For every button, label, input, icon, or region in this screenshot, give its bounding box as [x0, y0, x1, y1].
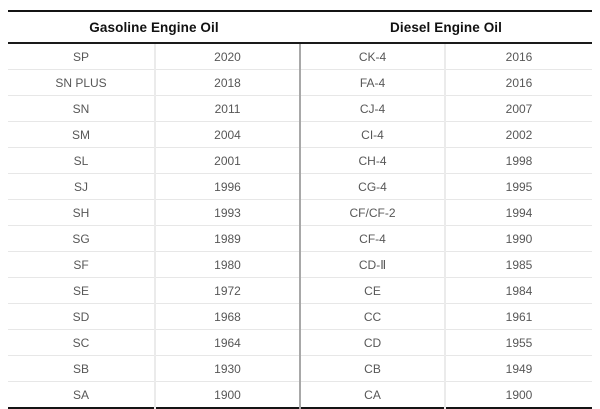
table-row: SA 1900 CA 1900	[8, 381, 593, 409]
diesel-year-cell: 1995	[445, 173, 593, 200]
diesel-grade-cell: FA-4	[300, 69, 446, 96]
gasoline-grade-cell: SL	[8, 147, 156, 174]
gasoline-grade-cell: SF	[8, 251, 156, 278]
gasoline-year-cell: 1980	[155, 251, 301, 278]
table-row: SC 1964 CD 1955	[8, 329, 593, 356]
diesel-grade-cell: CI-4	[300, 121, 446, 148]
table-row: SD 1968 CC 1961	[8, 303, 593, 330]
gasoline-year-cell: 2011	[155, 95, 301, 122]
diesel-year-cell: 1984	[445, 277, 593, 304]
gasoline-grade-cell: SD	[8, 303, 156, 330]
gasoline-grade-cell: SN PLUS	[8, 69, 156, 96]
table-row: SJ 1996 CG-4 1995	[8, 173, 593, 200]
diesel-grade-cell: CK-4	[300, 43, 446, 70]
gasoline-section-header: Gasoline Engine Oil	[8, 11, 300, 44]
gasoline-grade-cell: SH	[8, 199, 156, 226]
diesel-year-cell: 1949	[445, 355, 593, 382]
gasoline-year-cell: 2018	[155, 69, 301, 96]
table-row: SE 1972 CE 1984	[8, 277, 593, 304]
header-row: Gasoline Engine Oil Diesel Engine Oil	[8, 11, 593, 44]
gasoline-year-cell: 1900	[155, 381, 301, 409]
table-header: Gasoline Engine Oil Diesel Engine Oil	[8, 11, 593, 44]
diesel-year-cell: 1994	[445, 199, 593, 226]
table-row: SM 2004 CI-4 2002	[8, 121, 593, 148]
gasoline-grade-cell: SG	[8, 225, 156, 252]
diesel-grade-cell: CF/CF-2	[300, 199, 446, 226]
gasoline-year-cell: 2020	[155, 43, 301, 70]
gasoline-year-cell: 1972	[155, 277, 301, 304]
diesel-year-cell: 2016	[445, 43, 593, 70]
diesel-year-cell: 2007	[445, 95, 593, 122]
diesel-grade-cell: CG-4	[300, 173, 446, 200]
gasoline-grade-cell: SA	[8, 381, 156, 409]
gasoline-year-cell: 1964	[155, 329, 301, 356]
gasoline-grade-cell: SJ	[8, 173, 156, 200]
engine-oil-classification-table: Gasoline Engine Oil Diesel Engine Oil SP…	[8, 10, 593, 409]
table-row: SL 2001 CH-4 1998	[8, 147, 593, 174]
gasoline-year-cell: 1996	[155, 173, 301, 200]
diesel-grade-cell: CA	[300, 381, 446, 409]
diesel-section-header: Diesel Engine Oil	[300, 11, 593, 44]
diesel-year-cell: 1900	[445, 381, 593, 409]
diesel-year-cell: 1955	[445, 329, 593, 356]
diesel-grade-cell: CC	[300, 303, 446, 330]
gasoline-grade-cell: SN	[8, 95, 156, 122]
table-row: SP 2020 CK-4 2016	[8, 43, 593, 70]
diesel-year-cell: 2016	[445, 69, 593, 96]
gasoline-grade-cell: SE	[8, 277, 156, 304]
diesel-year-cell: 1961	[445, 303, 593, 330]
diesel-year-cell: 1985	[445, 251, 593, 278]
gasoline-year-cell: 2004	[155, 121, 301, 148]
gasoline-grade-cell: SC	[8, 329, 156, 356]
gasoline-grade-cell: SB	[8, 355, 156, 382]
table-row: SH 1993 CF/CF-2 1994	[8, 199, 593, 226]
table-row: SB 1930 CB 1949	[8, 355, 593, 382]
diesel-year-cell: 1998	[445, 147, 593, 174]
diesel-year-cell: 2002	[445, 121, 593, 148]
table-row: SF 1980 CD-Ⅱ 1985	[8, 251, 593, 278]
table-body: SP 2020 CK-4 2016 SN PLUS 2018 FA-4 2016 SN 2011 C…	[8, 43, 593, 409]
gasoline-year-cell: 1968	[155, 303, 301, 330]
table-row: SN PLUS 2018 FA-4 2016	[8, 69, 593, 96]
gasoline-year-cell: 1930	[155, 355, 301, 382]
diesel-grade-cell: CF-4	[300, 225, 446, 252]
gasoline-grade-cell: SM	[8, 121, 156, 148]
diesel-grade-cell: CH-4	[300, 147, 446, 174]
diesel-grade-cell: CD-Ⅱ	[300, 251, 446, 278]
diesel-grade-cell: CJ-4	[300, 95, 446, 122]
diesel-grade-cell: CD	[300, 329, 446, 356]
gasoline-year-cell: 1993	[155, 199, 301, 226]
diesel-grade-cell: CE	[300, 277, 446, 304]
table-row: SG 1989 CF-4 1990	[8, 225, 593, 252]
table-row: SN 2011 CJ-4 2007	[8, 95, 593, 122]
gasoline-year-cell: 1989	[155, 225, 301, 252]
gasoline-grade-cell: SP	[8, 43, 156, 70]
gasoline-year-cell: 2001	[155, 147, 301, 174]
diesel-year-cell: 1990	[445, 225, 593, 252]
diesel-grade-cell: CB	[300, 355, 446, 382]
